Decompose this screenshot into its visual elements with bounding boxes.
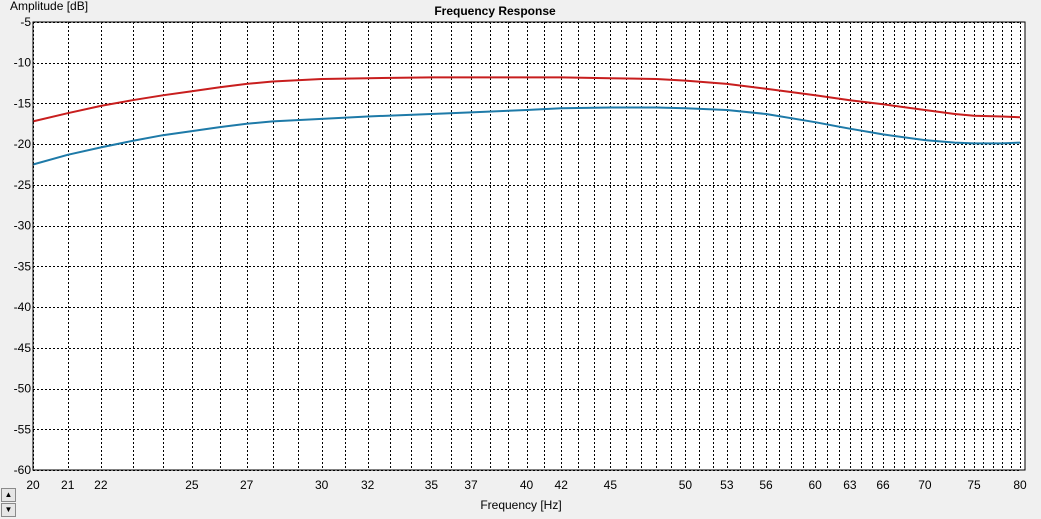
plot-frame — [32, 21, 1026, 471]
x-tick-label: 63 — [843, 478, 857, 492]
x-tick-label: 35 — [425, 478, 439, 492]
y-axis-label: Amplitude [dB] — [10, 0, 88, 13]
x-tick-label: 42 — [555, 478, 569, 492]
x-tick-label: 25 — [185, 478, 199, 492]
y-tick-label: -5 — [20, 15, 31, 29]
x-tick-label: 53 — [720, 478, 734, 492]
scroll-down-button[interactable]: ▼ — [1, 503, 16, 517]
x-tick-label: 20 — [26, 478, 40, 492]
x-tick-label: 30 — [315, 478, 329, 492]
x-tick-label: 50 — [679, 478, 693, 492]
y-tick-label: -15 — [14, 96, 32, 110]
x-tick-label: 66 — [876, 478, 890, 492]
x-tick-label: 75 — [967, 478, 981, 492]
minor-gridlines — [33, 22, 1021, 470]
scroll-up-button[interactable]: ▲ — [1, 488, 16, 502]
y-tick-label: -35 — [14, 259, 32, 273]
y-tick-label: -50 — [14, 382, 32, 396]
x-tick-labels: 20 21 22 25 27 30 32 35 37 40 42 45 50 53 56 60 63 66 70 75… — [26, 478, 1027, 492]
y-tick-labels: -5 -10 -15 -20 -25 -30 -35 -40 -45 -50 -55 -60 — [14, 15, 32, 477]
x-tick-label: 37 — [464, 478, 478, 492]
x-tick-label: 22 — [94, 478, 108, 492]
series-line-1 — [32, 76, 1021, 123]
x-tick-label: 60 — [808, 478, 822, 492]
x-tick-label: 21 — [61, 478, 75, 492]
y-tick-label: -45 — [14, 341, 32, 355]
x-tick-label: 45 — [604, 478, 618, 492]
chart-title: Frequency Response — [434, 4, 556, 18]
x-tick-label: 70 — [918, 478, 932, 492]
series-layer — [32, 76, 1021, 166]
y-tick-label: -10 — [14, 56, 32, 70]
x-tick-label: 32 — [361, 478, 375, 492]
x-tick-label: 27 — [240, 478, 254, 492]
x-tick-label: 80 — [1013, 478, 1027, 492]
y-tick-label: -30 — [14, 219, 32, 233]
series-line-2 — [32, 106, 1021, 166]
y-tick-label: -20 — [14, 137, 32, 151]
y-tick-label: -40 — [14, 300, 32, 314]
x-tick-label: 40 — [520, 478, 534, 492]
y-tick-label: -25 — [14, 178, 32, 192]
plot-background — [33, 22, 1025, 470]
x-axis-label: Frequency [Hz] — [480, 498, 561, 512]
y-tick-label: -60 — [14, 463, 32, 477]
x-tick-label: 56 — [759, 478, 773, 492]
y-tick-label: -55 — [14, 422, 32, 436]
